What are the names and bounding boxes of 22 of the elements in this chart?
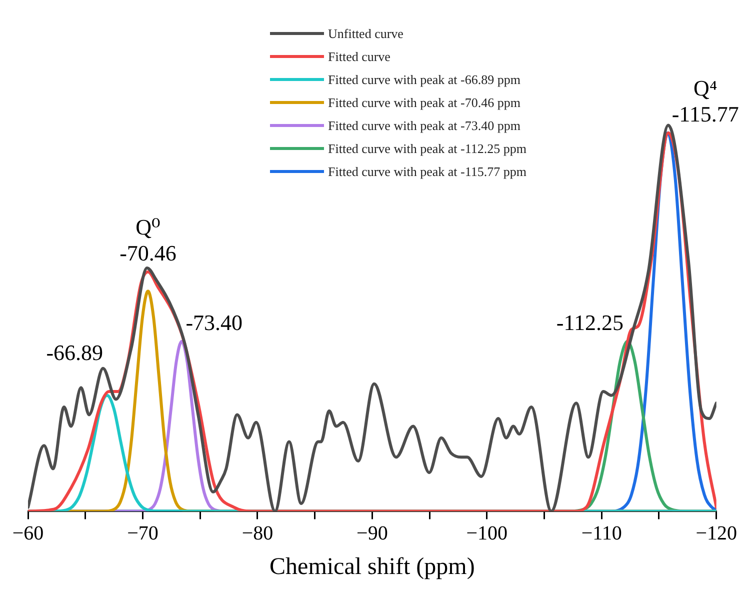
x-tick-label: −60 <box>12 522 44 544</box>
x-tick-label: −120 <box>696 522 737 544</box>
legend-label: Fitted curve with peak at -70.46 ppm <box>328 94 520 110</box>
x-axis-title: Chemical shift (ppm) <box>270 554 475 580</box>
legend-label: Fitted curve with peak at -73.40 ppm <box>328 118 520 134</box>
x-tick-label: −100 <box>466 522 508 544</box>
annotation: -73.40 <box>186 310 243 336</box>
x-tick-label: −90 <box>356 522 388 544</box>
annotation: Q⁴ <box>694 76 718 101</box>
annotation: -70.46 <box>120 240 176 266</box>
legend-label: Unfitted curve <box>328 26 404 42</box>
annotation: -112.25 <box>556 310 624 336</box>
legend-label: Fitted curve with peak at -66.89 ppm <box>328 72 520 88</box>
annotation: -115.77 <box>672 102 739 127</box>
annotation: -66.89 <box>46 340 104 366</box>
legend-label: Fitted curve with peak at -115.77 ppm <box>328 164 526 180</box>
x-tick-label: −80 <box>242 522 274 544</box>
x-tick-label: −110 <box>581 522 622 544</box>
legend-label: Fitted curve with peak at -112.25 ppm <box>328 140 526 156</box>
x-tick-label: −70 <box>127 522 158 544</box>
annotation: Q⁰ <box>136 214 161 240</box>
legend-label: Fitted curve <box>328 48 390 64</box>
